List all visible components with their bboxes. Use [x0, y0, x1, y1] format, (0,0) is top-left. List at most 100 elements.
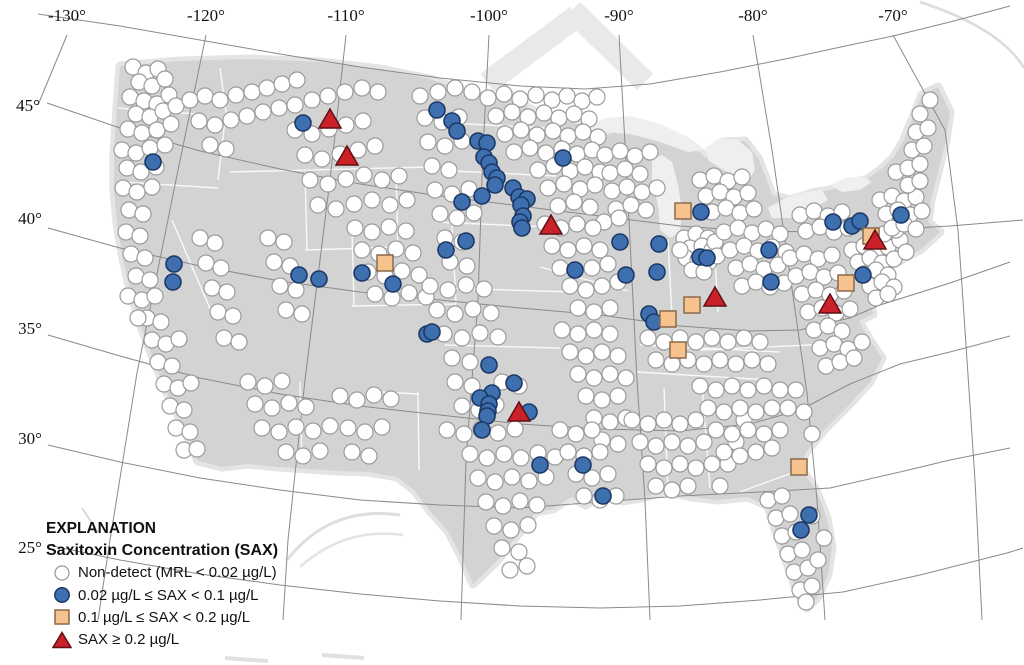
watermark — [81, 0, 1024, 663]
non-detect-marker — [561, 343, 579, 361]
non-detect-marker — [373, 418, 391, 436]
non-detect-marker — [152, 313, 170, 331]
non-detect-marker — [733, 168, 751, 186]
non-detect-marker — [647, 477, 665, 495]
non-detect-marker — [163, 357, 181, 375]
non-detect-marker — [438, 421, 456, 439]
non-detect-marker — [695, 355, 713, 373]
non-detect-marker — [275, 233, 293, 251]
non-detect-marker — [707, 381, 725, 399]
non-detect-marker — [453, 397, 471, 415]
non-detect-marker — [436, 137, 454, 155]
non-detect-marker — [897, 243, 915, 261]
mid-concentration-marker — [669, 341, 687, 359]
non-detect-marker — [537, 144, 555, 162]
non-detect-marker — [655, 459, 673, 477]
non-detect-marker — [581, 198, 599, 216]
non-detect-marker — [339, 419, 357, 437]
non-detect-marker — [182, 374, 200, 392]
legend-item-low: 0.02 µg/L ≤ SAX < 0.1 µg/L — [46, 584, 278, 606]
non-detect-marker — [337, 170, 355, 188]
low-concentration-marker — [448, 122, 466, 140]
non-detect-marker — [382, 390, 400, 408]
non-detect-marker — [795, 403, 813, 421]
high-concentration-marker — [862, 228, 888, 250]
non-detect-marker — [188, 440, 206, 458]
non-detect-marker — [393, 262, 411, 280]
meridian-120 — [97, 34, 207, 621]
non-detect-marker — [575, 487, 593, 505]
non-detect-marker — [134, 205, 152, 223]
non-detect-marker — [143, 77, 161, 95]
latitude-label: 45° — [16, 96, 40, 115]
non-detect-marker — [270, 99, 288, 117]
non-detect-marker — [258, 79, 276, 97]
non-detect-marker — [747, 403, 765, 421]
non-detect-marker — [301, 171, 319, 189]
non-detect-marker — [294, 447, 312, 465]
non-detect-marker — [639, 415, 657, 433]
non-detect-marker — [206, 234, 224, 252]
non-detect-marker — [495, 445, 513, 463]
red-triangle-icon — [51, 630, 72, 649]
non-detect-marker — [591, 241, 609, 259]
non-detect-marker — [647, 351, 665, 369]
mid-concentration-markers-layer — [376, 202, 880, 476]
non-detect-marker — [787, 381, 805, 399]
meridian-100 — [460, 34, 490, 621]
low-concentration-marker — [473, 187, 491, 205]
non-detect-marker — [363, 223, 381, 241]
non-detect-marker — [711, 477, 729, 495]
non-detect-marker — [512, 449, 530, 467]
non-detect-marker — [539, 179, 557, 197]
non-detect-marker — [487, 107, 505, 125]
non-detect-marker — [495, 85, 513, 103]
non-detect-marker — [565, 193, 583, 211]
non-detect-marker — [771, 421, 789, 439]
non-detect-marker — [211, 91, 229, 109]
non-detect-marker — [735, 329, 753, 347]
parallel-50 — [37, 5, 1011, 90]
non-detect-marker — [215, 329, 233, 347]
non-detect-marker — [771, 225, 789, 243]
non-detect-marker — [919, 119, 937, 137]
non-detect-marker — [175, 401, 193, 419]
non-detect-marker — [277, 301, 295, 319]
non-detect-marker — [181, 423, 199, 441]
non-detect-marker — [518, 557, 536, 575]
mid-concentration-marker — [683, 296, 701, 314]
non-detect-marker — [527, 86, 545, 104]
non-detect-marker — [443, 349, 461, 367]
longitude-labels: -130° -120° -110° -100° -90° -80° -70° — [48, 6, 908, 25]
non-detect-marker — [360, 447, 378, 465]
non-detect-marker — [591, 443, 609, 461]
non-detect-marker — [567, 425, 585, 443]
non-detect-marker — [489, 328, 507, 346]
non-detect-marker — [446, 373, 464, 391]
non-detect-marker — [288, 71, 306, 89]
non-detect-marker — [143, 178, 161, 196]
low-concentration-marker — [650, 235, 668, 253]
non-detect-marker — [485, 517, 503, 535]
non-detect-marker — [617, 369, 635, 387]
non-detect-marker — [355, 166, 373, 184]
non-detect-marker — [230, 333, 248, 351]
legend-label: SAX ≥ 0.2 µg/L — [78, 631, 180, 649]
non-detect-marker — [583, 469, 601, 487]
non-detect-marker — [218, 283, 236, 301]
low-concentration-marker — [892, 206, 910, 224]
non-detect-marker — [346, 219, 364, 237]
mid-concentration-marker — [837, 274, 855, 292]
low-concentration-marker — [480, 356, 498, 374]
low-concentration-marker — [384, 275, 402, 293]
non-detect-marker — [246, 395, 264, 413]
non-detect-marker — [296, 146, 314, 164]
non-detect-marker — [181, 91, 199, 109]
non-detect-marker — [583, 259, 601, 277]
non-detect-marker — [489, 424, 507, 442]
non-detect-marker — [626, 147, 644, 165]
non-detect-marker — [431, 205, 449, 223]
non-detect-marker — [593, 277, 611, 295]
longitude-label: -130° — [48, 6, 86, 25]
legend-label: 0.02 µg/L ≤ SAX < 0.1 µg/L — [78, 586, 259, 604]
